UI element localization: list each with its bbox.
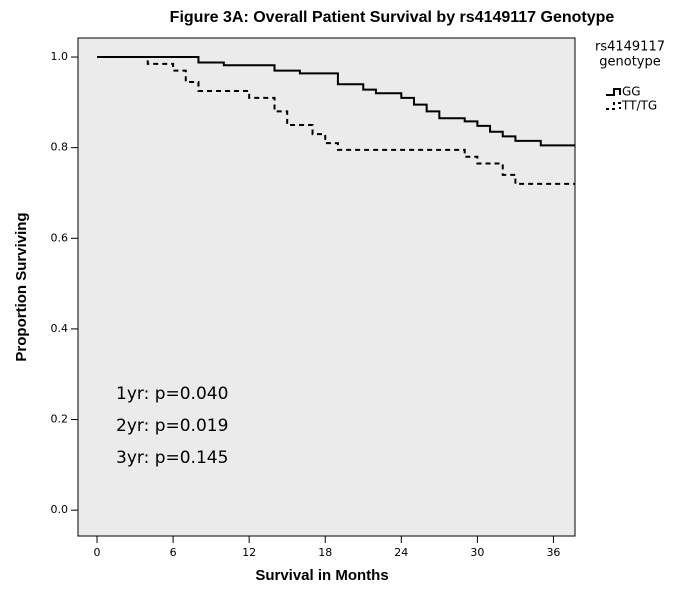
legend-label: TT/TG <box>621 99 657 113</box>
y-tick-label: 1.0 <box>51 50 69 63</box>
y-tick-label: 0.0 <box>51 503 69 516</box>
annotation: 2yr: p=0.019 <box>116 416 228 436</box>
plot-area <box>77 37 576 537</box>
y-axis-label: Proportion Surviving <box>13 212 30 361</box>
legend-symbol <box>606 102 621 110</box>
y-tick-label: 0.6 <box>51 231 69 244</box>
annotation: 3yr: p=0.145 <box>116 448 228 468</box>
chart-title: Figure 3A: Overall Patient Survival by r… <box>170 9 615 26</box>
x-tick-label: 30 <box>470 546 484 559</box>
annotation: 1yr: p=0.040 <box>116 384 228 404</box>
x-tick-label: 36 <box>546 546 560 559</box>
y-tick-label: 0.4 <box>51 322 69 335</box>
legend-title: rs4149117 <box>595 40 665 55</box>
legend-symbol <box>606 88 621 96</box>
x-tick-label: 18 <box>318 546 332 559</box>
x-tick-label: 24 <box>394 546 408 559</box>
y-tick-label: 0.8 <box>51 141 69 154</box>
x-tick-label: 12 <box>242 546 256 559</box>
x-tick-label: 0 <box>94 546 101 559</box>
x-axis-label: Survival in Months <box>255 567 388 584</box>
x-tick-label: 6 <box>170 546 177 559</box>
legend-label: GG <box>622 85 641 99</box>
survival-line <box>97 56 575 147</box>
legend-title: genotype <box>599 55 660 70</box>
survival-line <box>97 56 575 185</box>
y-tick-label: 0.2 <box>51 413 69 426</box>
